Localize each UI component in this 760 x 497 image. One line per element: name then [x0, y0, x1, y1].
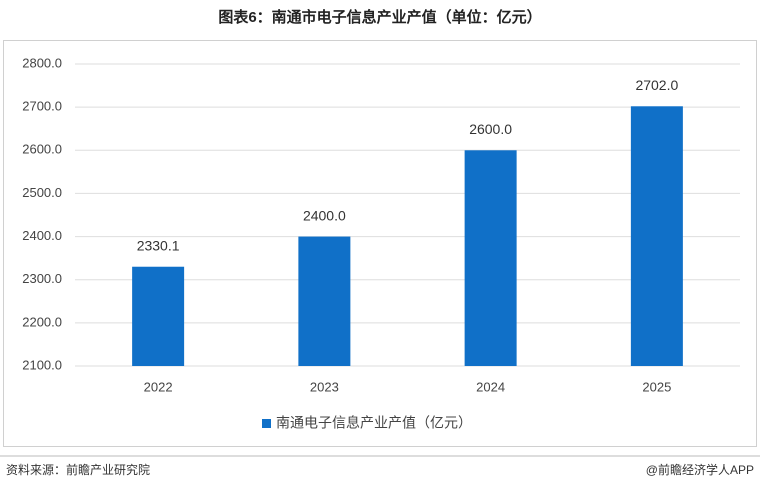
data-label: 2400.0 — [303, 207, 346, 223]
y-tick-label: 2300.0 — [22, 271, 62, 286]
data-label: 2702.0 — [635, 77, 678, 93]
data-label: 2330.1 — [137, 237, 180, 253]
y-tick-label: 2200.0 — [22, 314, 62, 329]
y-tick-label: 2500.0 — [22, 185, 62, 200]
legend-swatch — [262, 419, 271, 428]
bar — [630, 106, 683, 366]
bar — [132, 266, 185, 366]
y-tick-label: 2400.0 — [22, 228, 62, 243]
x-tick-label: 2022 — [144, 379, 173, 394]
y-tick-label: 2100.0 — [22, 357, 62, 372]
x-tick-label: 2023 — [310, 379, 339, 394]
x-tick-label: 2024 — [476, 379, 505, 394]
source: 资料来源：前瞻产业研究院 — [6, 462, 150, 477]
credit: @前瞻经济学人APP — [646, 462, 754, 477]
chart-title: 图表6：南通市电子信息产业产值（单位：亿元） — [218, 8, 541, 26]
y-tick-label: 2600.0 — [22, 142, 62, 157]
chart-frame — [3, 40, 757, 447]
data-label: 2600.0 — [469, 121, 512, 137]
x-tick-label: 2025 — [642, 379, 671, 394]
bar — [298, 236, 351, 366]
y-tick-label: 2800.0 — [22, 55, 62, 70]
bar — [464, 150, 517, 366]
legend-label: 南通电子信息产业产值（亿元） — [276, 415, 472, 431]
y-tick-label: 2700.0 — [22, 99, 62, 114]
